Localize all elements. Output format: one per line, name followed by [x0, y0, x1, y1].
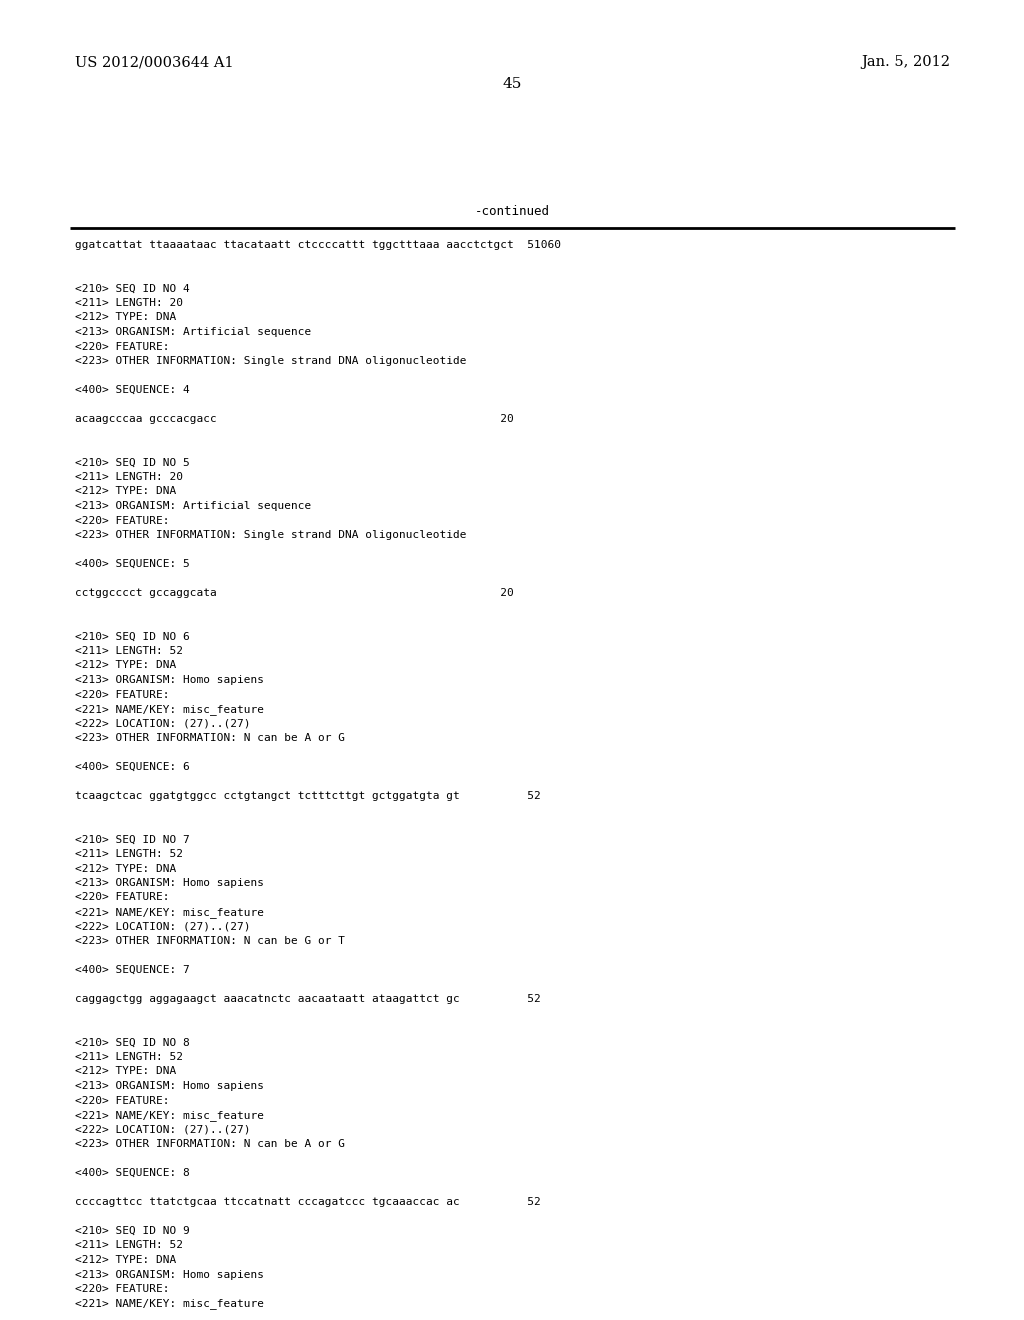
Text: <213> ORGANISM: Homo sapiens: <213> ORGANISM: Homo sapiens [75, 878, 264, 888]
Text: <220> FEATURE:: <220> FEATURE: [75, 892, 170, 903]
Text: <212> TYPE: DNA: <212> TYPE: DNA [75, 313, 176, 322]
Text: <212> TYPE: DNA: <212> TYPE: DNA [75, 660, 176, 671]
Text: <212> TYPE: DNA: <212> TYPE: DNA [75, 487, 176, 496]
Text: <210> SEQ ID NO 5: <210> SEQ ID NO 5 [75, 458, 189, 467]
Text: <210> SEQ ID NO 9: <210> SEQ ID NO 9 [75, 1226, 189, 1236]
Text: <220> FEATURE:: <220> FEATURE: [75, 342, 170, 351]
Text: <211> LENGTH: 52: <211> LENGTH: 52 [75, 849, 183, 859]
Text: US 2012/0003644 A1: US 2012/0003644 A1 [75, 55, 233, 69]
Text: <223> OTHER INFORMATION: N can be A or G: <223> OTHER INFORMATION: N can be A or G [75, 733, 345, 743]
Text: tcaagctcac ggatgtggcc cctgtangct tctttcttgt gctggatgta gt          52: tcaagctcac ggatgtggcc cctgtangct tctttct… [75, 791, 541, 801]
Text: <213> ORGANISM: Artificial sequence: <213> ORGANISM: Artificial sequence [75, 502, 311, 511]
Text: <213> ORGANISM: Homo sapiens: <213> ORGANISM: Homo sapiens [75, 675, 264, 685]
Text: <220> FEATURE:: <220> FEATURE: [75, 1284, 170, 1294]
Text: <211> LENGTH: 20: <211> LENGTH: 20 [75, 298, 183, 308]
Text: <223> OTHER INFORMATION: Single strand DNA oligonucleotide: <223> OTHER INFORMATION: Single strand D… [75, 356, 467, 366]
Text: <223> OTHER INFORMATION: N can be A or G: <223> OTHER INFORMATION: N can be A or G [75, 1139, 345, 1148]
Text: <212> TYPE: DNA: <212> TYPE: DNA [75, 1067, 176, 1077]
Text: <221> NAME/KEY: misc_feature: <221> NAME/KEY: misc_feature [75, 704, 264, 715]
Text: <212> TYPE: DNA: <212> TYPE: DNA [75, 1255, 176, 1265]
Text: Jan. 5, 2012: Jan. 5, 2012 [861, 55, 950, 69]
Text: <210> SEQ ID NO 6: <210> SEQ ID NO 6 [75, 631, 189, 642]
Text: <400> SEQUENCE: 4: <400> SEQUENCE: 4 [75, 385, 189, 395]
Text: <400> SEQUENCE: 5: <400> SEQUENCE: 5 [75, 558, 189, 569]
Text: <213> ORGANISM: Homo sapiens: <213> ORGANISM: Homo sapiens [75, 1081, 264, 1092]
Text: <222> LOCATION: (27)..(27): <222> LOCATION: (27)..(27) [75, 921, 251, 932]
Text: <220> FEATURE:: <220> FEATURE: [75, 689, 170, 700]
Text: <211> LENGTH: 52: <211> LENGTH: 52 [75, 645, 183, 656]
Text: <212> TYPE: DNA: <212> TYPE: DNA [75, 863, 176, 874]
Text: <222> LOCATION: (27)..(27): <222> LOCATION: (27)..(27) [75, 718, 251, 729]
Text: <222> LOCATION: (27)..(27): <222> LOCATION: (27)..(27) [75, 1125, 251, 1134]
Text: <211> LENGTH: 52: <211> LENGTH: 52 [75, 1241, 183, 1250]
Text: caggagctgg aggagaagct aaacatnctc aacaataatt ataagattct gc          52: caggagctgg aggagaagct aaacatnctc aacaata… [75, 994, 541, 1005]
Text: <221> NAME/KEY: misc_feature: <221> NAME/KEY: misc_feature [75, 1299, 264, 1309]
Text: ccccagttcc ttatctgcaa ttccatnatt cccagatccc tgcaaaccac ac          52: ccccagttcc ttatctgcaa ttccatnatt cccagat… [75, 1197, 541, 1206]
Text: <213> ORGANISM: Artificial sequence: <213> ORGANISM: Artificial sequence [75, 327, 311, 337]
Text: <210> SEQ ID NO 7: <210> SEQ ID NO 7 [75, 834, 189, 845]
Text: 45: 45 [503, 77, 521, 91]
Text: <223> OTHER INFORMATION: N can be G or T: <223> OTHER INFORMATION: N can be G or T [75, 936, 345, 946]
Text: <400> SEQUENCE: 8: <400> SEQUENCE: 8 [75, 1168, 189, 1177]
Text: <221> NAME/KEY: misc_feature: <221> NAME/KEY: misc_feature [75, 907, 264, 917]
Text: <400> SEQUENCE: 6: <400> SEQUENCE: 6 [75, 762, 189, 772]
Text: acaagcccaa gcccacgacc                                          20: acaagcccaa gcccacgacc 20 [75, 414, 514, 424]
Text: <211> LENGTH: 52: <211> LENGTH: 52 [75, 1052, 183, 1063]
Text: <220> FEATURE:: <220> FEATURE: [75, 516, 170, 525]
Text: <213> ORGANISM: Homo sapiens: <213> ORGANISM: Homo sapiens [75, 1270, 264, 1279]
Text: <400> SEQUENCE: 7: <400> SEQUENCE: 7 [75, 965, 189, 975]
Text: <210> SEQ ID NO 8: <210> SEQ ID NO 8 [75, 1038, 189, 1048]
Text: <220> FEATURE:: <220> FEATURE: [75, 1096, 170, 1106]
Text: <221> NAME/KEY: misc_feature: <221> NAME/KEY: misc_feature [75, 1110, 264, 1121]
Text: <210> SEQ ID NO 4: <210> SEQ ID NO 4 [75, 284, 189, 293]
Text: cctggcccct gccaggcata                                          20: cctggcccct gccaggcata 20 [75, 587, 514, 598]
Text: <223> OTHER INFORMATION: Single strand DNA oligonucleotide: <223> OTHER INFORMATION: Single strand D… [75, 531, 467, 540]
Text: ggatcattat ttaaaataac ttacataatt ctccccattt tggctttaaa aacctctgct  51060: ggatcattat ttaaaataac ttacataatt ctcccca… [75, 240, 561, 249]
Text: <211> LENGTH: 20: <211> LENGTH: 20 [75, 473, 183, 482]
Text: -continued: -continued [474, 205, 550, 218]
